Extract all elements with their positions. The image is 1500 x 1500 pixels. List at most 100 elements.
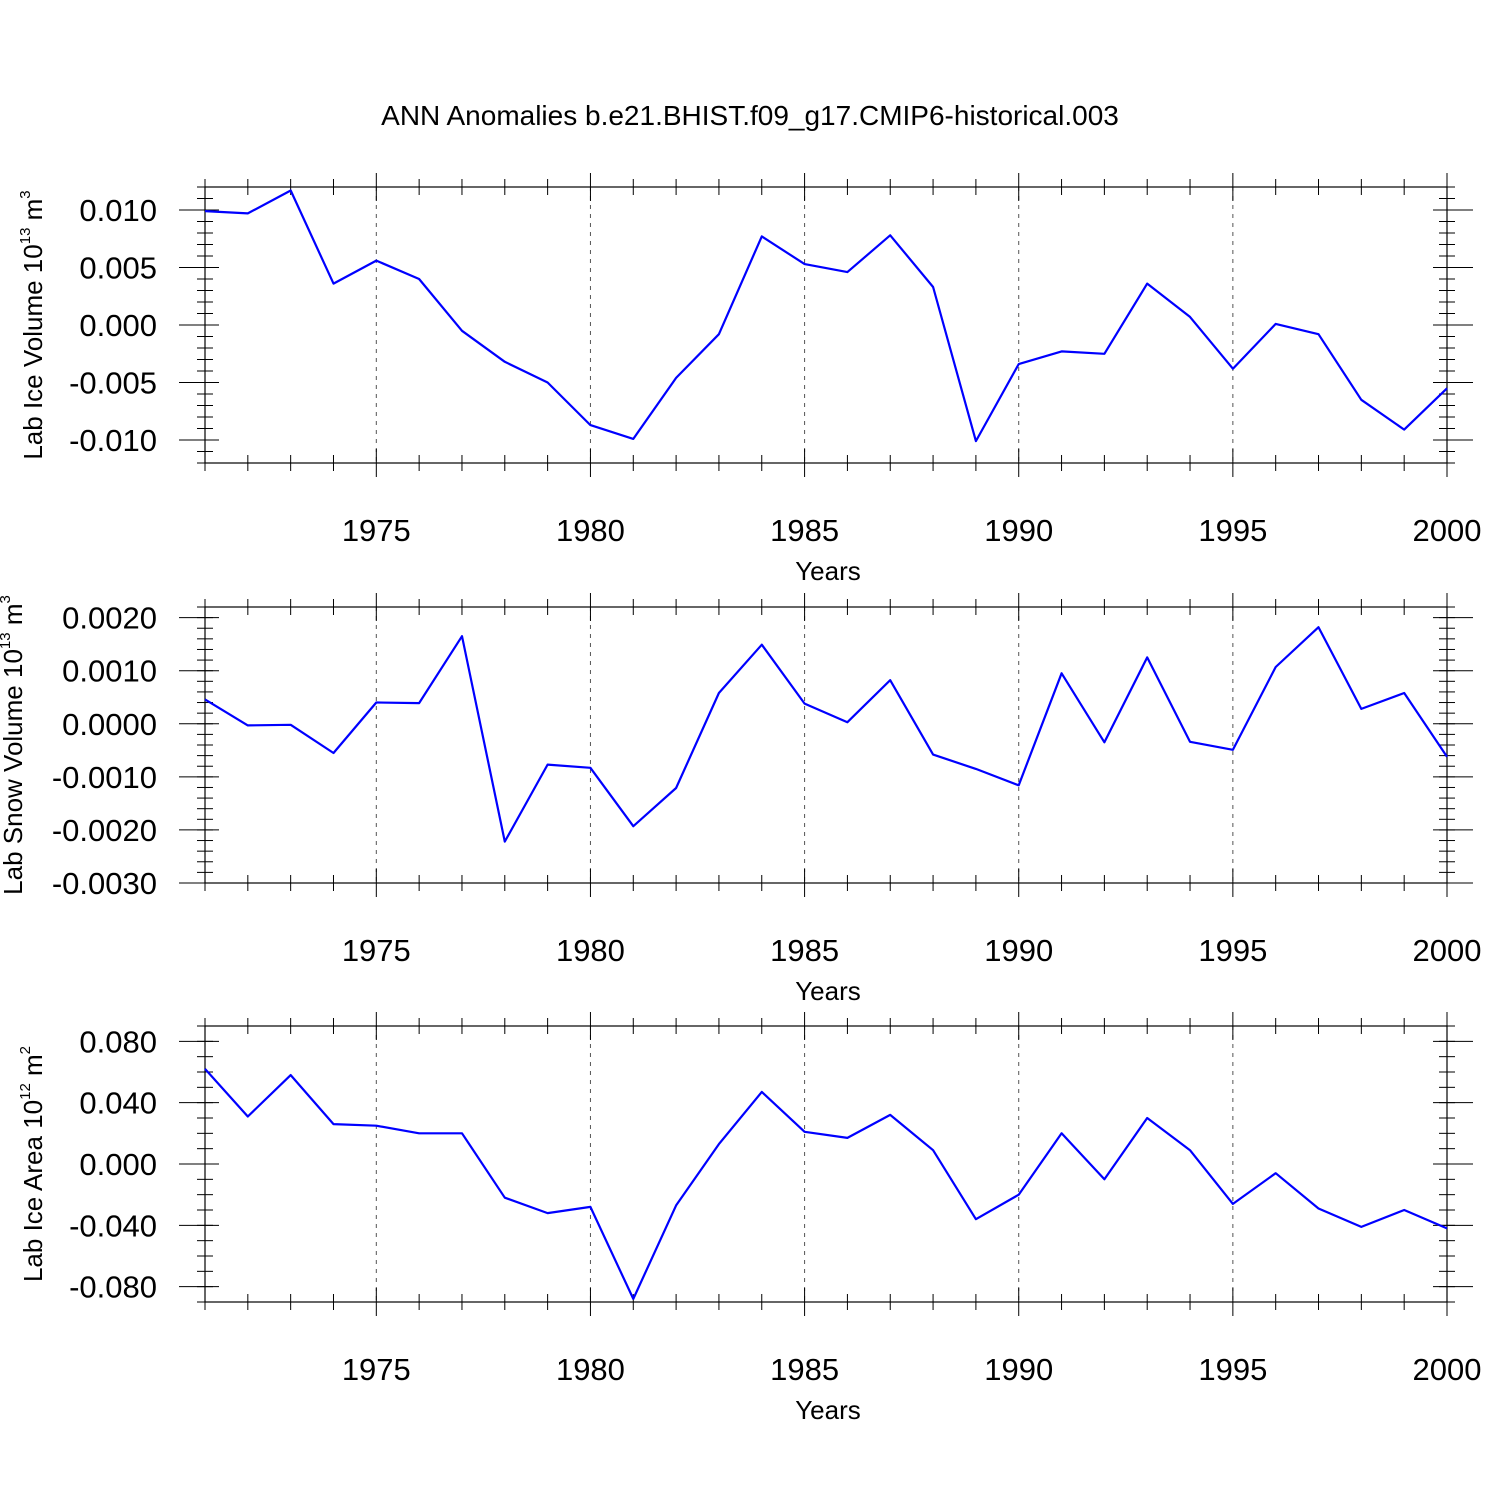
x-tick-label: 1980 [556,933,625,968]
data-point [760,643,764,647]
data-point [1102,1177,1106,1181]
data-point [503,1196,507,1200]
panels: 0.010 0.005 0.000 -0.005 -0.010 1975 1980 1985 1… [0,173,1481,1425]
y-axis-label-unit-exponent: 2 [17,1046,34,1054]
y-axis-label: Lab Ice Volume 1013 m3 [17,190,48,459]
x-tick-label: 1985 [770,933,839,968]
data-point [417,1131,421,1135]
y-axis-label: Lab Snow Volume 1013 m3 [0,595,28,895]
y-axis-label-exponent: 12 [17,1083,34,1100]
y-axis-label-exponent: 13 [0,632,14,649]
data-point [374,701,378,705]
y-tick-label: -0.005 [69,366,157,401]
x-tick-label: 1980 [556,1352,625,1387]
data-point [717,1142,721,1146]
y-axis-label-unit-exponent: 3 [0,595,14,603]
data-point [1359,398,1363,402]
data-point [631,824,635,828]
series-line [204,626,1448,843]
data-point [1274,665,1278,669]
x-tick-label: 1980 [556,513,625,548]
data-point [289,188,293,192]
y-tick-label: 0.000 [79,1147,157,1182]
data-point [1060,1131,1064,1135]
panel-3: 0.080 0.040 0.000 -0.040 -0.080 1975 1980 1985 1… [17,1012,1481,1425]
data-point [1102,352,1106,356]
data-point [246,723,250,727]
data-point [374,1124,378,1128]
data-point [1402,691,1406,695]
data-point [631,437,635,441]
chart-title: ANN Anomalies b.e21.BHIST.f09_g17.CMIP6-… [381,100,1119,131]
y-axis-label-main: Lab Ice Volume 10 [18,244,48,459]
data-point [1274,1171,1278,1175]
data-point [331,282,335,286]
y-axis-label-unit: m [18,1054,48,1083]
x-tick-label: 1975 [342,933,411,968]
data-point [974,439,978,443]
data-point [1188,740,1192,744]
y-tick-label: -0.0020 [52,813,157,848]
x-tick-label: 1975 [342,513,411,548]
data-point [460,1131,464,1135]
data-point [717,332,721,336]
y-tick-label: 0.000 [79,308,157,343]
x-tick-label: 2000 [1413,933,1482,968]
y-tick-label: -0.0010 [52,760,157,795]
data-point [1145,282,1149,286]
data-point [931,753,935,757]
data-point [417,277,421,281]
data-point [760,234,764,238]
data-point [1445,755,1449,759]
y-tick-label: -0.010 [69,423,157,458]
data-point [1402,1208,1406,1212]
y-tick-label: 0.040 [79,1086,157,1121]
data-point [203,209,207,213]
data-point [1102,740,1106,744]
data-point [1017,783,1021,787]
data-point [374,259,378,263]
data-point [1188,1148,1192,1152]
data-point [1359,707,1363,711]
data-point [1274,322,1278,326]
data-point [588,423,592,427]
data-point [588,766,592,770]
panel-2: 0.0020 0.0010 0.0000 -0.0010 -0.0020 -0.0030 1… [0,593,1481,1006]
x-tick-label: 1985 [770,513,839,548]
x-axis-label: Years [795,1395,861,1425]
x-tick-label: 1995 [1198,933,1267,968]
data-point [246,1114,250,1118]
data-point [631,1297,635,1301]
x-tick-label: 1995 [1198,513,1267,548]
data-point [1445,1226,1449,1230]
y-axis-label-main: Lab Snow Volume 10 [0,649,28,895]
data-point [674,1203,678,1207]
x-tick-label: 2000 [1413,1352,1482,1387]
x-tick-label: 1990 [984,1352,1053,1387]
y-tick-label: 0.010 [79,193,157,228]
data-point [331,751,335,755]
y-tick-label: 0.0020 [62,601,157,636]
data-point [246,211,250,215]
data-point [974,1217,978,1221]
data-point [1145,655,1149,659]
series-line [204,189,1448,443]
series-line [204,1068,1448,1301]
data-point [1017,1193,1021,1197]
data-point [888,678,892,682]
data-point [503,840,507,844]
y-tick-label: 0.005 [79,251,157,286]
data-point [203,697,207,701]
data-point [1359,1225,1363,1229]
data-point [1402,428,1406,432]
data-point [845,1136,849,1140]
y-axis-label: Lab Ice Area 1012 m2 [17,1046,48,1282]
x-axis-label: Years [795,976,861,1006]
data-point [289,723,293,727]
data-point [1317,625,1321,629]
data-point [888,1113,892,1117]
y-tick-label: -0.0030 [52,866,157,901]
data-point [760,1090,764,1094]
data-point [1231,1202,1235,1206]
